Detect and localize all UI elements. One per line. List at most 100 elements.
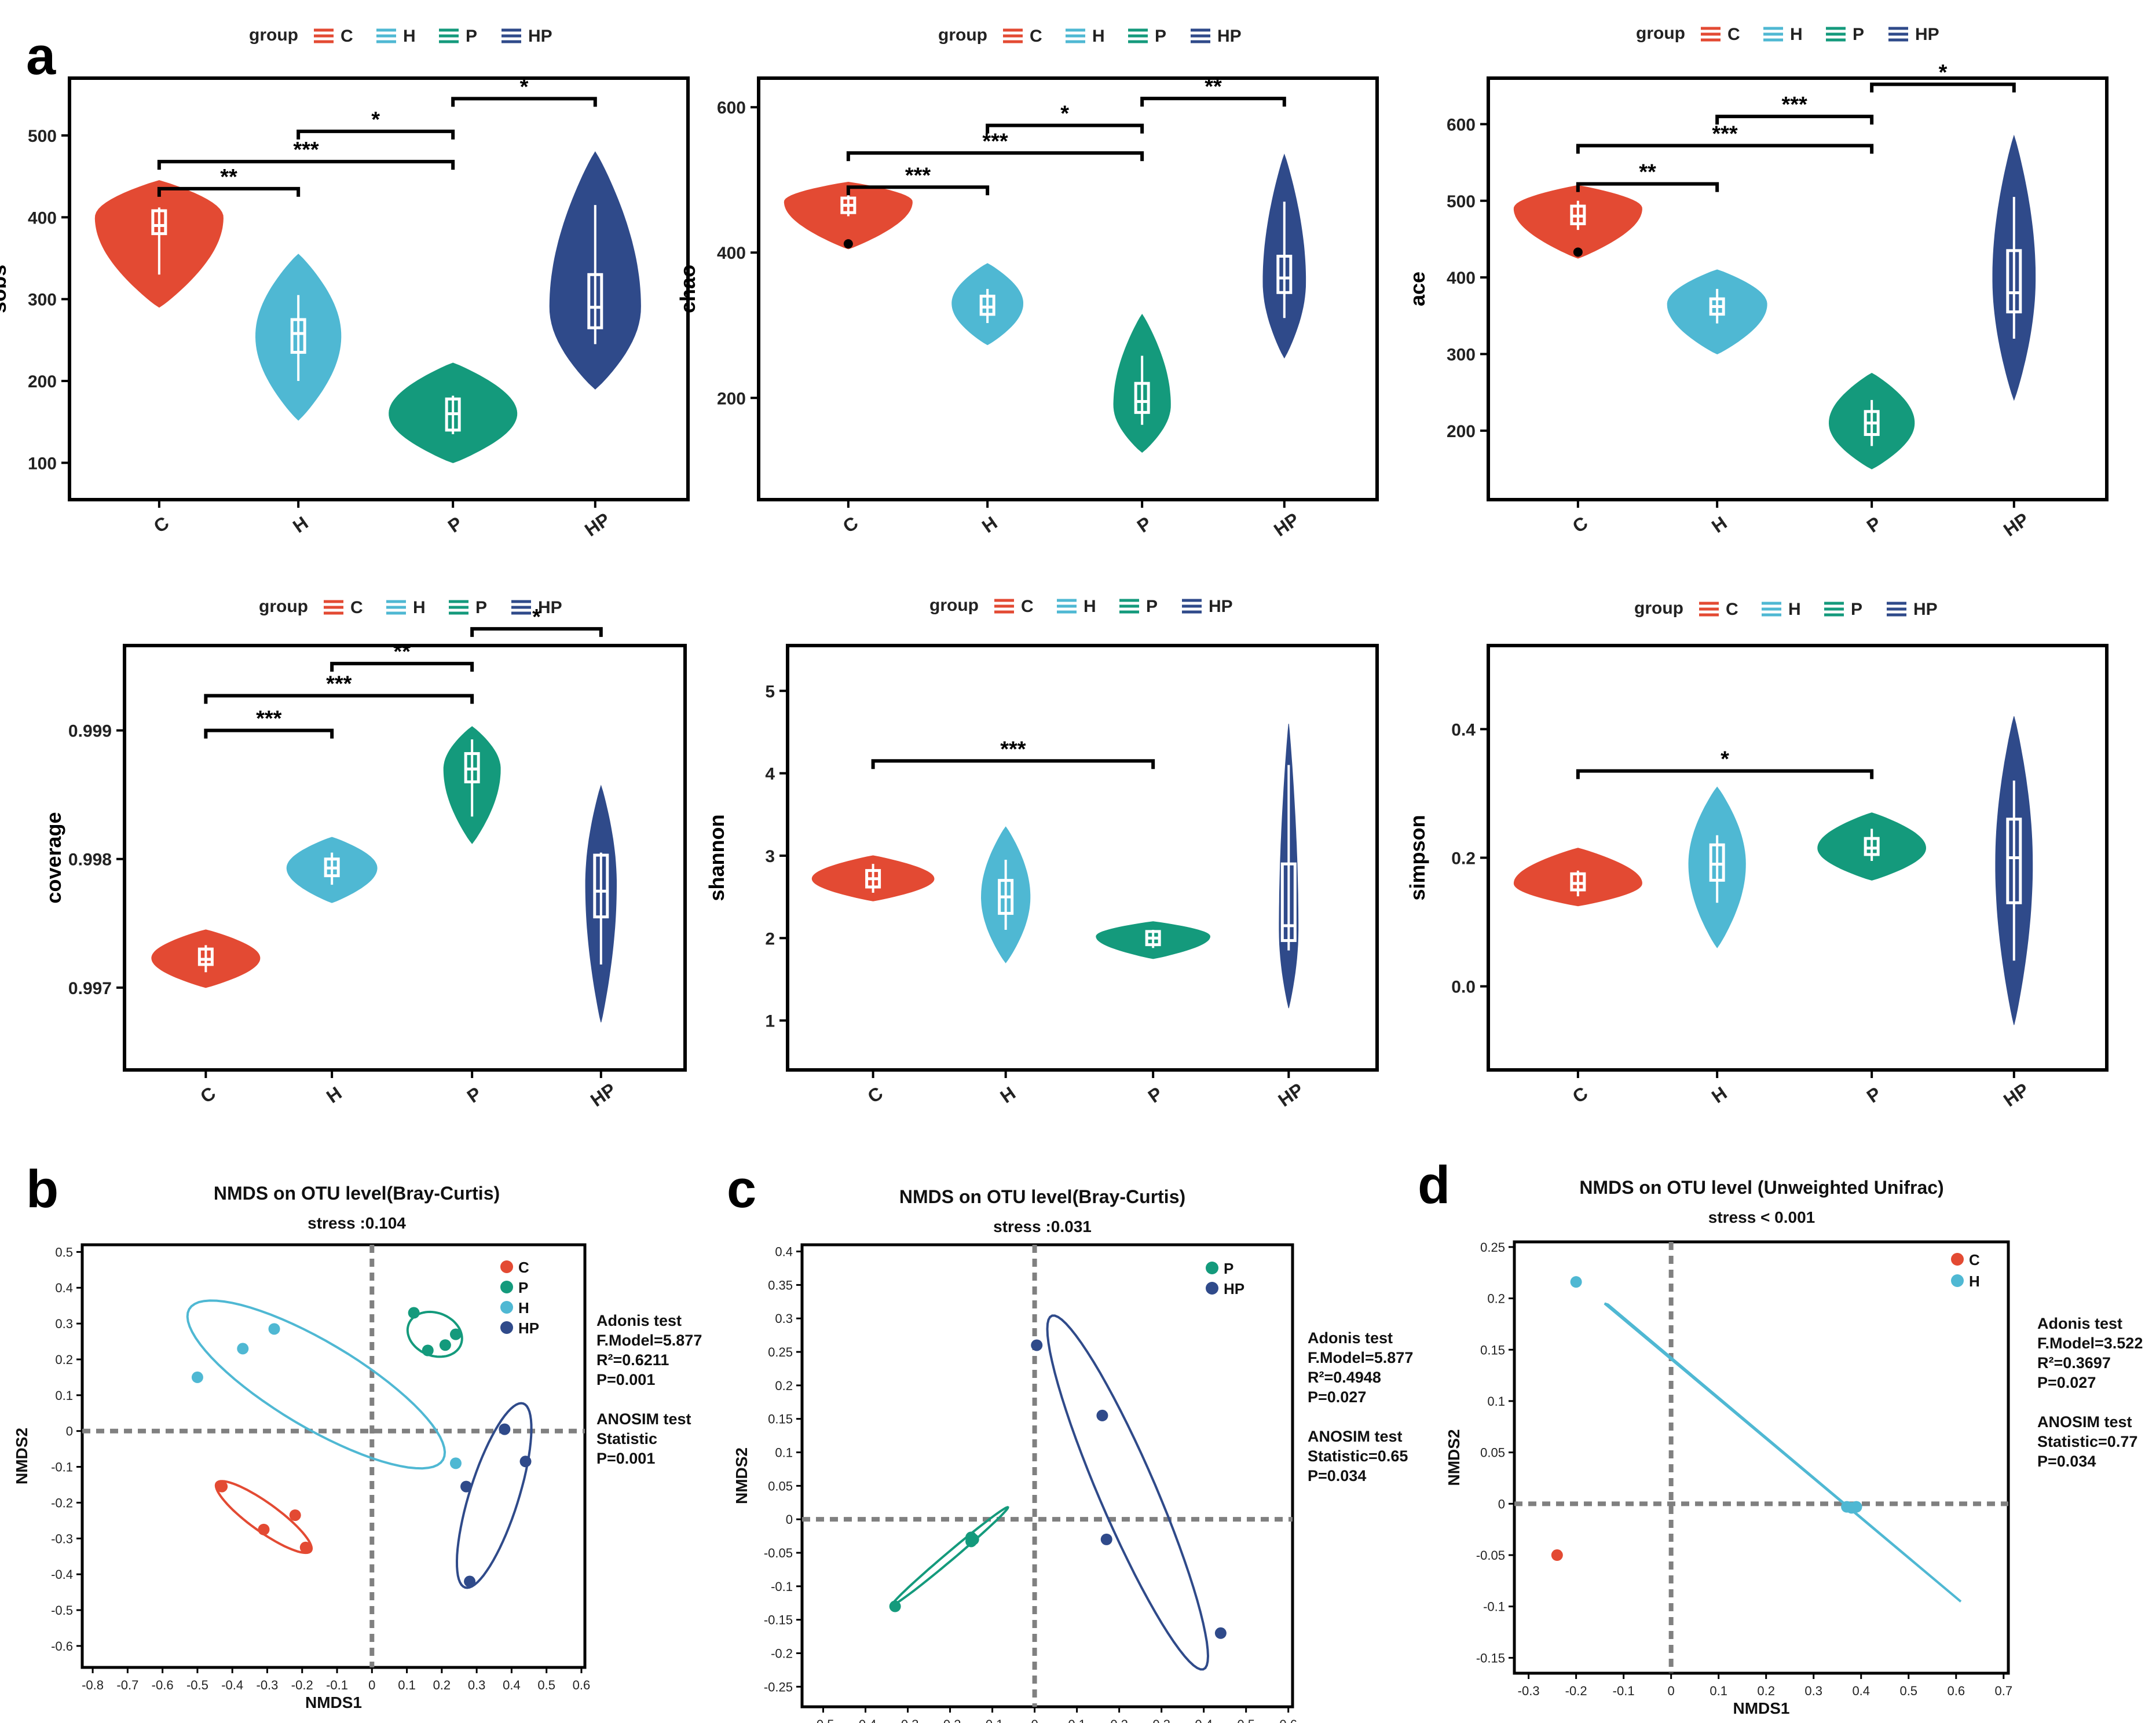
chart-title: NMDS on OTU level (Unweighted Unifrac) (1579, 1177, 1943, 1198)
legend-title: group (249, 25, 298, 45)
y-tick-label: -0.05 (1476, 1548, 1505, 1563)
point-HP (464, 1575, 476, 1588)
x-tick-label: -0.1 (1613, 1684, 1635, 1698)
boxplot-H (979, 295, 995, 316)
confidence-ellipse-C (214, 1480, 313, 1555)
legend-title: group (1634, 599, 1683, 618)
x-tick-label: -0.4 (855, 1717, 877, 1723)
legend-swatch-HP (1888, 27, 1908, 42)
legend-label-C: C (350, 598, 363, 617)
legend-label-H: H (1084, 597, 1096, 616)
significance-bracket: *** (204, 707, 334, 739)
significance-label: * (520, 75, 529, 99)
significance-bracket: * (1870, 61, 2016, 93)
legend-swatch-C (994, 599, 1014, 614)
significance-label: ** (393, 640, 411, 664)
y-tick-label: -0.25 (764, 1680, 793, 1694)
legend-label-H: H (1969, 1273, 1980, 1290)
point-C (299, 1541, 312, 1553)
x-tick-label-H: H (978, 512, 1001, 537)
x-tick-label: -0.7 (116, 1678, 138, 1692)
plot-frame (800, 1243, 1294, 1709)
x-tick-label: 0.5 (537, 1678, 555, 1692)
stats-annotation: F.Model=5.877 (596, 1332, 702, 1349)
stats-annotation: Adonis test (1308, 1329, 1393, 1347)
nmds-chart-nmds_b: NMDS on OTU level(Bray-Curtis) stress :0.… (13, 1183, 702, 1711)
boxplot-P (1864, 837, 1880, 856)
significance-label: ** (1639, 160, 1656, 185)
legend-swatch-C (1699, 602, 1719, 617)
x-tick-label: 0.6 (1947, 1684, 1965, 1698)
stress-label: stress :0.031 (993, 1218, 1092, 1236)
boxplot-HP (2006, 817, 2022, 904)
legend-label-H: H (1790, 25, 1803, 44)
y-tick-label: -0.15 (764, 1613, 793, 1627)
x-tick-label-C: C (1569, 512, 1592, 537)
legend-swatch-HP (502, 28, 521, 43)
confidence-ellipse-H (1604, 1302, 1962, 1603)
y-tick-label: 500 (1447, 192, 1476, 211)
plot-frame (786, 644, 1379, 1072)
y-tick-label: 400 (28, 208, 57, 228)
boxplot-HP (593, 853, 609, 919)
legend-title: group (259, 597, 308, 616)
legend-swatch-P (449, 600, 468, 615)
y-tick-label: 0.997 (68, 979, 112, 998)
x-tick-label-P: P (1133, 512, 1155, 537)
x-tick-label-HP: HP (1274, 1079, 1307, 1110)
x-tick-label: 0 (1668, 1684, 1675, 1698)
x-tick-label-P: P (1863, 512, 1885, 537)
y-axis-label: NMDS2 (1445, 1429, 1463, 1486)
legend-title: group (938, 25, 987, 45)
significance-label: *** (326, 672, 352, 696)
x-tick-label: 0.1 (1710, 1684, 1727, 1698)
y-tick-label: 200 (717, 389, 746, 408)
legend-label-H: H (403, 27, 416, 46)
y-tick-label: -0.05 (764, 1546, 793, 1560)
x-tick-label-HP: HP (2000, 1079, 2033, 1110)
significance-bracket: ** (330, 640, 474, 672)
legend-label-H: H (1788, 600, 1801, 619)
y-tick-label: 0.25 (1480, 1240, 1505, 1255)
significance-label: ** (220, 165, 237, 189)
point-H (1570, 1276, 1582, 1288)
y-tick-label: 0.4 (55, 1281, 73, 1295)
legend-label-HP: HP (1209, 597, 1233, 616)
boxplot-H (1709, 843, 1725, 882)
confidence-ellipse-H (186, 1299, 446, 1470)
y-tick-label: 2 (765, 929, 775, 948)
y-tick-label: 600 (717, 98, 746, 118)
point-C (1551, 1549, 1563, 1561)
y-tick-label: 0.0 (1451, 978, 1476, 997)
point-HP (1214, 1627, 1227, 1639)
x-tick-label: -0.3 (257, 1678, 279, 1692)
legend-label-HP: HP (528, 27, 552, 46)
y-tick-label: 500 (28, 127, 57, 146)
y-tick-label: 0.4 (775, 1245, 793, 1259)
significance-bracket: * (451, 75, 597, 107)
y-tick-label: -0.1 (51, 1460, 73, 1475)
legend-label-P: P (475, 598, 487, 617)
legend-label-C: C (1030, 27, 1042, 46)
significance-label: *** (1000, 737, 1026, 761)
legend-swatch-P (1128, 28, 1148, 43)
legend-label-P: P (1155, 27, 1166, 46)
legend-label-C: C (518, 1259, 529, 1276)
legend-swatch-P (1119, 599, 1139, 614)
legend-label-HP: HP (1217, 27, 1242, 46)
y-tick-label: 100 (28, 454, 57, 473)
y-axis-label: ace (1405, 272, 1429, 306)
y-tick-label: -0.2 (51, 1495, 73, 1510)
y-tick-label: 0.15 (768, 1412, 793, 1427)
stats-annotation: Adonis test (2037, 1315, 2122, 1332)
y-tick-label: -0.5 (51, 1603, 73, 1618)
point-HP (1100, 1533, 1112, 1545)
stats-annotation: Adonis test (596, 1312, 682, 1329)
confidence-ellipse-HP (1046, 1314, 1210, 1671)
x-tick-label: 0 (1031, 1717, 1038, 1723)
x-tick-label: 0.1 (398, 1678, 416, 1692)
legend-marker-HP (500, 1321, 513, 1334)
stats-annotation: P=0.027 (1308, 1388, 1366, 1406)
stats-annotation: P=0.027 (2037, 1374, 2096, 1391)
